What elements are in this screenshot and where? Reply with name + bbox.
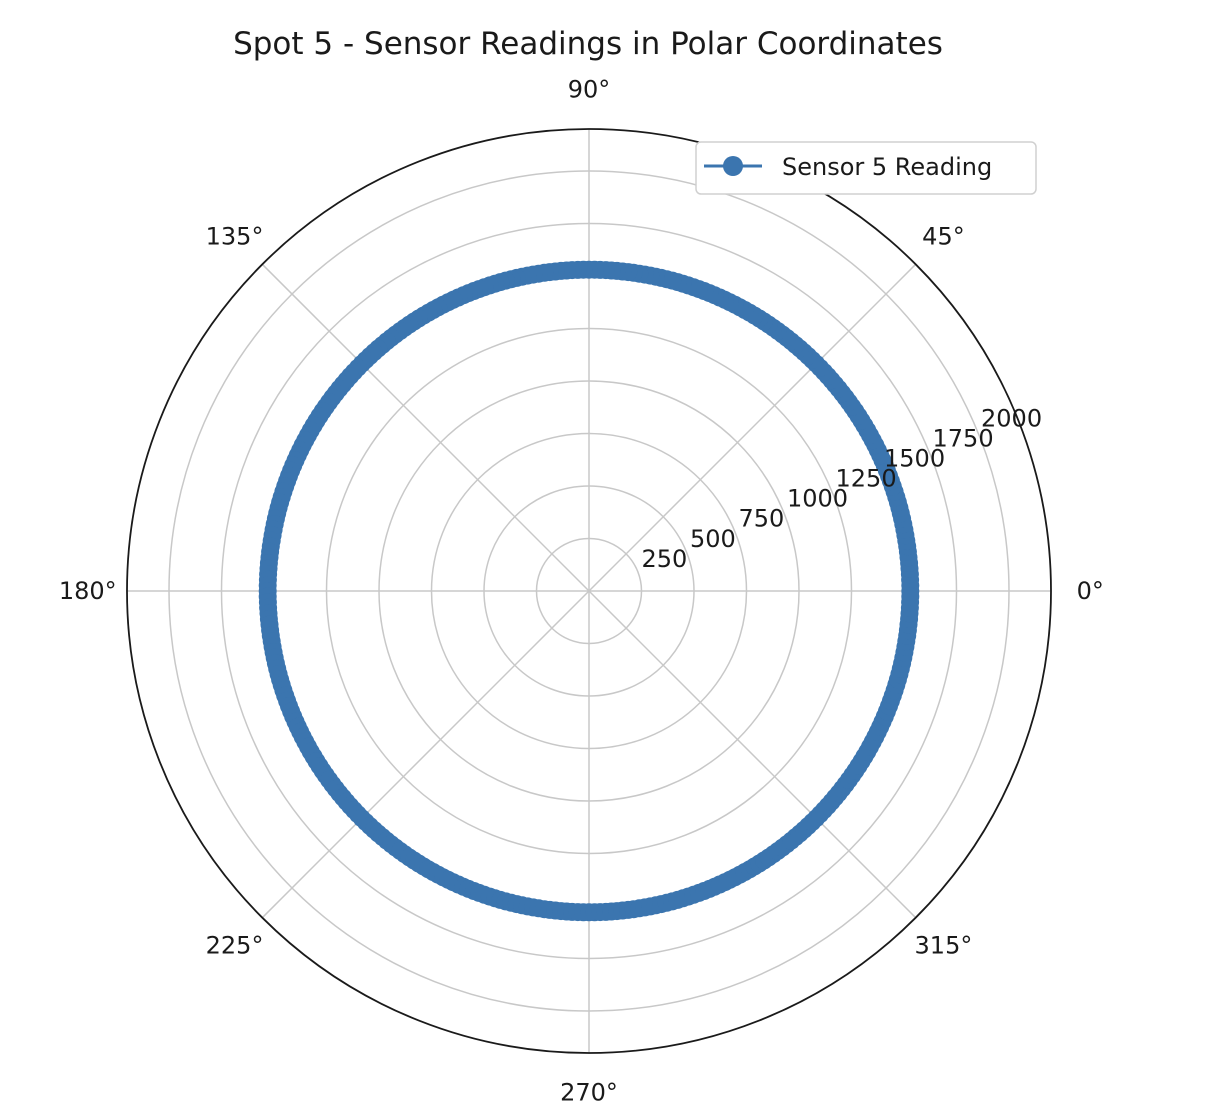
legend-marker-sample: [723, 156, 743, 176]
angular-gridline-315: [588, 590, 917, 919]
radial-tick-label: 1250: [836, 465, 897, 493]
angular-tick-label: 180°: [59, 577, 117, 605]
angular-tick-label: 45°: [922, 223, 965, 251]
angular-tick-label: 135°: [206, 223, 264, 251]
legend-label: Sensor 5 Reading: [782, 153, 992, 181]
legend: Sensor 5 Reading: [695, 141, 1037, 195]
angular-tick-label: 0°: [1077, 577, 1104, 605]
angular-gridline-135: [261, 263, 590, 592]
radial-tick-label: 1000: [787, 485, 848, 513]
legend-box: [695, 141, 1037, 195]
radial-tick-label: 500: [690, 525, 736, 553]
angular-tick-label: 90°: [568, 76, 611, 104]
angular-tick-label: 270°: [560, 1078, 618, 1106]
angular-gridline-225: [261, 590, 590, 919]
angular-tick-label: 225°: [206, 931, 264, 959]
radial-tick-label: 1500: [884, 444, 945, 472]
angular-tick-label: 315°: [915, 931, 973, 959]
radial-tick-label: 250: [642, 545, 688, 573]
data-layer: [258, 260, 920, 922]
data-point: [901, 587, 920, 606]
polar-boundary: [126, 128, 1052, 1054]
radial-tick-label: 750: [739, 505, 785, 533]
radial-tick-label: 2000: [981, 404, 1042, 432]
angular-gridline-45: [588, 263, 917, 592]
label-layer: 0° 45° 90° 135° 180° 225° 270° 315° 250500750100…: [59, 76, 1104, 1107]
chart-title: Spot 5 - Sensor Readings in Polar Coordi…: [233, 26, 943, 62]
radial-tick-label: 1750: [933, 424, 994, 452]
